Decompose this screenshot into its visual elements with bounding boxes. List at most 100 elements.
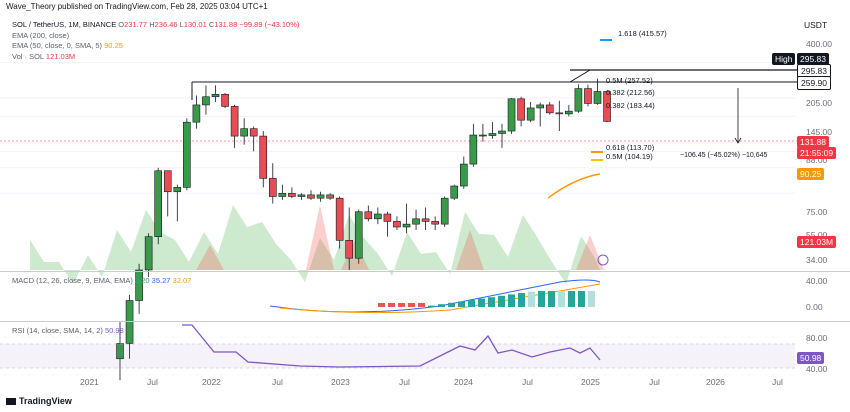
flash-icon [597, 254, 609, 266]
macd-histogram-bar [388, 303, 395, 307]
symbol-legend[interactable]: SOL / TetherUS, 1M, BINANCE O231.77 H236… [12, 20, 299, 29]
rsi-legend[interactable]: RSI (14, close, SMA, 14, 2) 50.98 [12, 326, 124, 335]
candle-body [335, 197, 344, 241]
candle-body [498, 130, 506, 134]
candle-body [307, 194, 315, 199]
fib-label-05-top: 0.5M (257.52) [606, 76, 653, 85]
time-tick: Jul [649, 377, 660, 387]
candle-body [230, 106, 239, 137]
candle-body [603, 91, 611, 122]
tradingview-logo[interactable]: TradingView [6, 396, 72, 406]
measure-arrow-head [734, 137, 742, 144]
pane-separator-macd[interactable] [0, 271, 850, 272]
volume-area [30, 205, 600, 284]
candle-body [288, 192, 296, 197]
macd-histogram-bar [558, 291, 565, 307]
candle-body [183, 121, 191, 188]
volume-tag: 121.03M [797, 236, 837, 248]
high-price-tag: 295.83 [797, 53, 829, 65]
time-tick: Jul [522, 377, 533, 387]
macd-histogram-bar [448, 302, 455, 307]
candle-body [144, 236, 153, 271]
candle-body [268, 178, 277, 197]
time-tick: 2024 [454, 377, 473, 387]
rsi-label: RSI (14, close, SMA, 14, 2) [12, 326, 103, 335]
fib-label-0618: 0.618 (113.70) [606, 143, 655, 152]
candle-body [383, 213, 392, 222]
price-tick-145: 145.00 [806, 127, 832, 137]
close-label: C [208, 20, 215, 29]
open-label: O [118, 20, 125, 29]
candle-body [202, 96, 210, 106]
time-tick: Jul [147, 377, 158, 387]
vol-value: 121.03M [45, 52, 76, 61]
candle-body [316, 194, 325, 199]
candle-body [440, 197, 449, 225]
macd-histogram-bar [498, 295, 505, 307]
macd-legend[interactable]: MACD (12, 26, close, 9, EMA, EMA) 3.20 3… [12, 276, 191, 285]
candle-body [154, 170, 162, 237]
macd-histogram-bar [548, 291, 555, 307]
ema50-tag: 90.25 [797, 168, 825, 180]
candle-body [517, 98, 525, 121]
candle-body [450, 185, 459, 199]
candle-body [249, 128, 258, 137]
low-label: L [179, 20, 184, 29]
time-tick: 2021 [80, 377, 99, 387]
rsi-band [0, 344, 795, 368]
candle-body [364, 211, 373, 220]
candle-body [459, 163, 468, 187]
candle-body [297, 194, 306, 197]
high-value: 236.46 [154, 20, 178, 29]
measure-label: −106.45 (−45.02%) −10,645 [680, 152, 768, 159]
macd-tick-0: 0.00 [806, 302, 823, 312]
rsi-tick-40: 40.00 [806, 364, 828, 374]
ema50-legend[interactable]: EMA (50, close, 0, SMA, 5) 90.25 [12, 41, 123, 50]
macd-histogram-bar [518, 293, 525, 307]
low-value: 130.01 [183, 20, 207, 29]
candle-body [116, 343, 124, 360]
vol-label: Vol · SOL [12, 52, 44, 61]
ema200-label: EMA (200, close) [12, 31, 70, 40]
candle-body [593, 91, 602, 104]
macd-histogram-bar [488, 297, 495, 307]
macd-histogram-bar [468, 300, 475, 307]
open-value: 231.77 [124, 20, 148, 29]
candle-body [565, 110, 573, 115]
time-tick: Jul [772, 377, 783, 387]
macd-hist-value: 3.20 [134, 276, 150, 285]
change-value: −99.89 (−43.10%) [239, 20, 300, 29]
macd-tick-40: 40.00 [806, 276, 828, 286]
macd-histogram-bar [408, 303, 415, 307]
macd-histogram-bar [418, 303, 425, 307]
ema50-value: 90.25 [104, 41, 123, 50]
tradingview-logo-text: TradingView [19, 396, 72, 406]
macd-histogram-bar [378, 303, 385, 307]
macd-histogram-bar [578, 291, 585, 307]
candle-body [574, 88, 583, 112]
candle-body [192, 104, 201, 123]
candle-body [354, 211, 363, 259]
time-tick: 2022 [202, 377, 221, 387]
candle-body [479, 134, 487, 137]
vol-legend[interactable]: Vol · SOL 121.03M [12, 52, 75, 61]
candle-body [125, 300, 134, 344]
volume-area-red [306, 205, 334, 270]
close-value: 131.88 [214, 20, 238, 29]
bar-timer-tag: 21:55:09 [797, 147, 837, 159]
macd-histogram-bar [528, 291, 535, 307]
ema200-legend[interactable]: EMA (200, close) [12, 31, 69, 40]
time-tick: Jul [399, 377, 410, 387]
pane-separator-rsi[interactable] [0, 321, 850, 322]
tradingview-logo-icon [6, 398, 16, 406]
price-tick-88: 88.00 [806, 155, 828, 165]
price-tick-34: 34.00 [806, 255, 828, 265]
candle-body [345, 240, 354, 259]
ema50-label: EMA (50, close, 0, SMA, 5) [12, 41, 103, 50]
fib-label-0382-b: 0.382 (183.44) [606, 101, 655, 110]
candle-body [431, 221, 439, 225]
high-label: H [149, 20, 155, 29]
currency-label[interactable]: USDT [804, 20, 828, 30]
price-tick-205: 205.00 [806, 98, 832, 108]
